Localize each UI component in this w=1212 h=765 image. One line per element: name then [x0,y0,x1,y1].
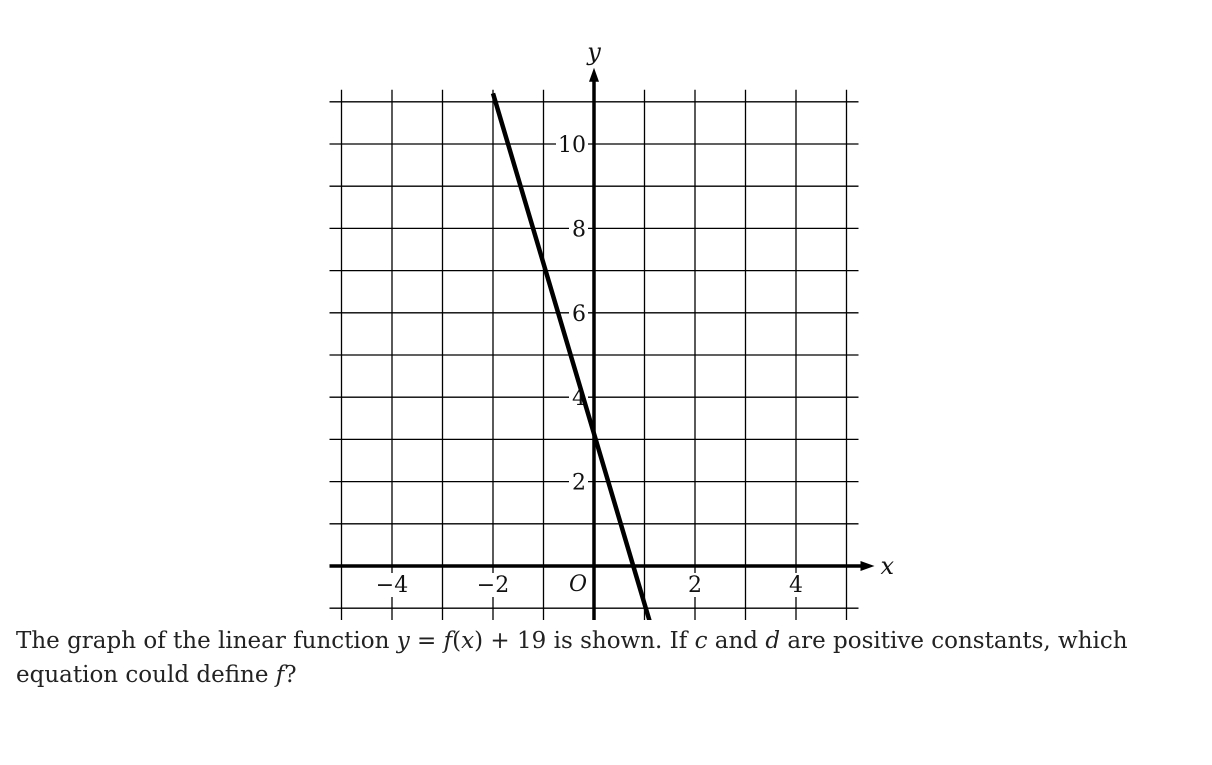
variable-d: d [765,628,781,654]
y-tick-label-background [569,217,588,242]
question-text: The graph of the linear function y = f(x… [16,624,1186,692]
y-axis-arrow [589,67,599,82]
x-tick-label-background [480,573,506,597]
equation-y: y [396,628,410,654]
y-tick-label-background [569,470,588,495]
question-part-1: The graph of the linear function [16,628,397,654]
y-tick-label: 10 [558,133,586,158]
x-tick-label: −2 [477,573,509,598]
y-axis-label: y [586,38,601,66]
origin-label: O [569,572,587,597]
series-line [490,92,652,620]
x-tick-label: 4 [789,573,803,598]
x-tick-label: −4 [376,573,408,598]
x-tick-label-background [379,573,405,597]
equation-f: f [443,628,453,654]
variable-c: c [694,628,708,654]
axes: x y O [329,38,895,620]
equation-paren-close: ) [474,628,484,654]
equation-plus-19: + 19 [483,628,547,654]
series [490,92,652,620]
equation-x: x [461,628,475,654]
y-tick-label: 2 [572,471,586,496]
question-part-4: are positive constants, which equation c… [16,628,1128,688]
x-tick-label: 2 [688,573,702,598]
question-part-5: ? [284,662,297,688]
y-tick-label-background [556,133,588,157]
equation-paren-open: ( [452,628,462,654]
y-tick-label: 6 [572,302,586,327]
equation-equals: = [409,628,444,654]
x-axis-label: x [881,552,895,580]
x-tick-label-background [783,573,809,597]
y-tick-label: 8 [572,217,586,242]
y-tick-label-background [569,301,588,326]
x-axis-arrow [860,561,875,571]
question-part-2: is shown. If [546,628,695,654]
variable-f: f [275,662,285,688]
question-part-3: and [707,628,766,654]
x-tick-label-background [682,573,708,597]
